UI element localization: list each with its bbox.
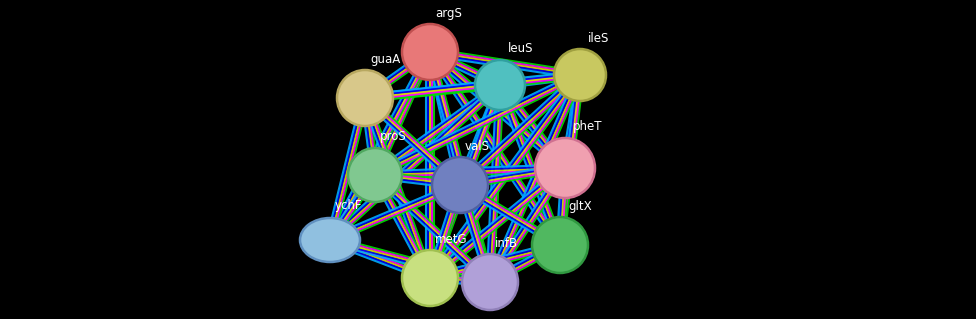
- Text: argS: argS: [435, 7, 462, 20]
- Text: ychF: ychF: [335, 199, 362, 212]
- Text: ileS: ileS: [588, 32, 609, 45]
- Ellipse shape: [554, 49, 606, 101]
- Text: valS: valS: [465, 140, 490, 153]
- Text: infB: infB: [495, 237, 518, 250]
- Text: pheT: pheT: [573, 120, 602, 133]
- Ellipse shape: [402, 250, 458, 306]
- Ellipse shape: [348, 148, 402, 202]
- Ellipse shape: [535, 138, 595, 198]
- Ellipse shape: [402, 24, 458, 80]
- Ellipse shape: [300, 218, 360, 262]
- Ellipse shape: [475, 60, 525, 110]
- Ellipse shape: [337, 70, 393, 126]
- Text: gltX: gltX: [568, 200, 591, 213]
- Ellipse shape: [462, 254, 518, 310]
- Text: proS: proS: [380, 130, 407, 143]
- Text: guaA: guaA: [370, 53, 400, 66]
- Text: metG: metG: [435, 233, 468, 246]
- Text: leuS: leuS: [508, 42, 534, 55]
- Ellipse shape: [532, 217, 588, 273]
- Ellipse shape: [432, 157, 488, 213]
